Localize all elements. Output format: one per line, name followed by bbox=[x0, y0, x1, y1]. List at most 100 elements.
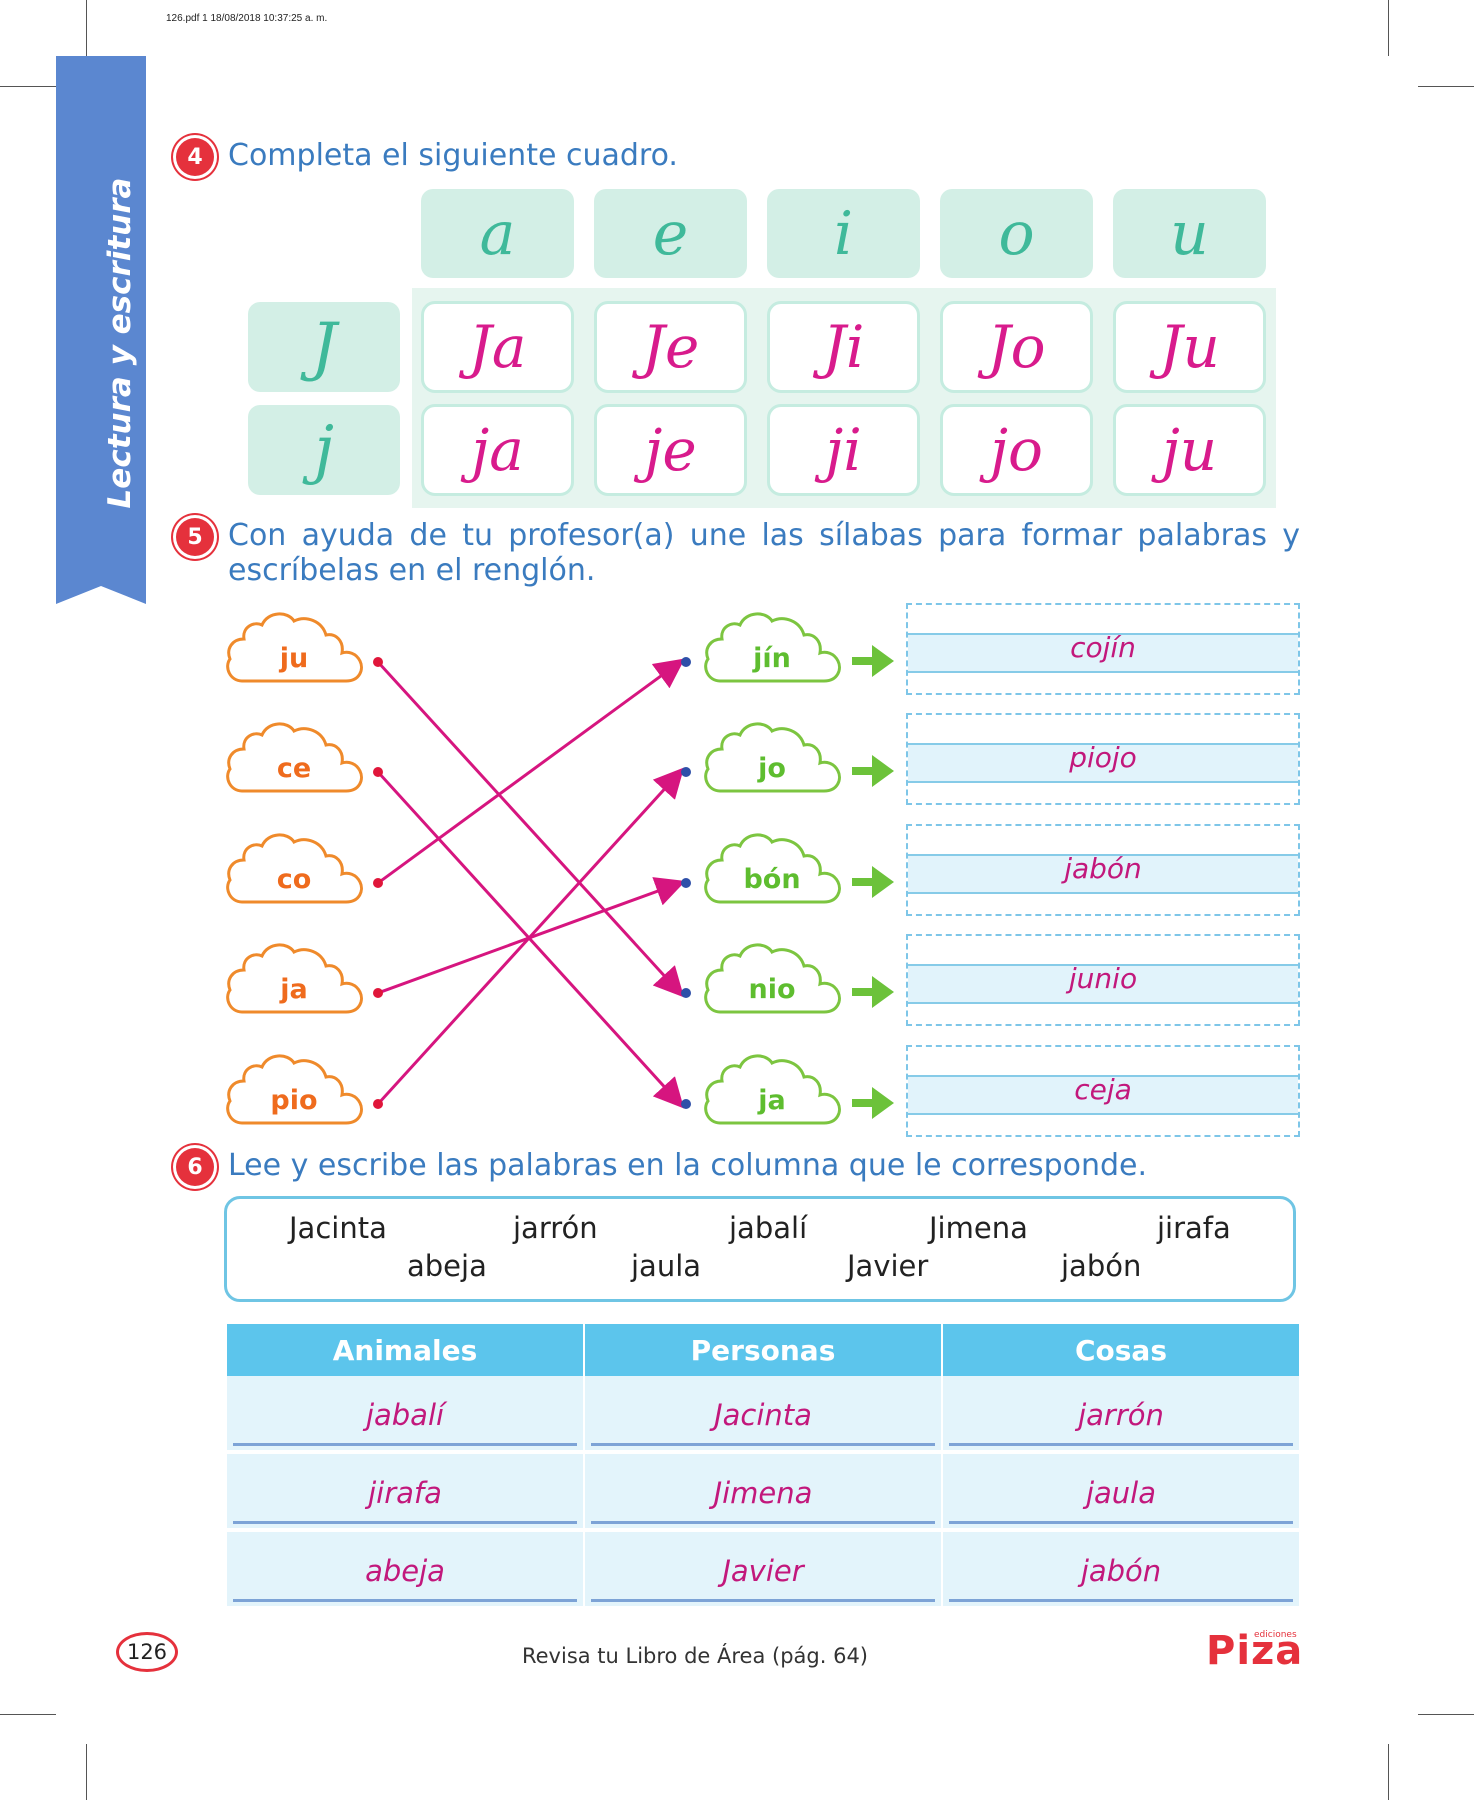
right-syllable-bon: bón bbox=[743, 864, 801, 895]
vowel-header-e: e bbox=[594, 189, 747, 278]
side-tab-notch bbox=[56, 586, 146, 604]
answer-field[interactable]: cojín bbox=[906, 603, 1300, 695]
crop-mark bbox=[1418, 86, 1474, 87]
right-syllable-jin: jín bbox=[753, 643, 791, 674]
exercise-4-instruction: Completa el siguiente cuadro. bbox=[228, 138, 678, 173]
exercise-6-number: 6 bbox=[176, 1148, 214, 1186]
classification-cell[interactable]: jirafa bbox=[227, 1454, 583, 1528]
left-syllable-ja: ja bbox=[280, 974, 308, 1005]
print-header: 126.pdf 1 18/08/2018 10:37:25 a. m. bbox=[166, 13, 328, 24]
exercise-5-instruction-line1: Con ayuda de tu profesor(a) une las síla… bbox=[228, 518, 1300, 553]
answer-line bbox=[908, 743, 1298, 783]
crop-mark bbox=[1388, 0, 1389, 56]
classification-cell[interactable]: jaula bbox=[943, 1454, 1299, 1528]
left-syllable-co: co bbox=[276, 864, 312, 895]
classification-cell[interactable]: Jacinta bbox=[585, 1376, 941, 1450]
crop-mark bbox=[86, 1744, 87, 1800]
crop-mark bbox=[1418, 1714, 1474, 1715]
answer-field[interactable]: jabón bbox=[906, 824, 1300, 916]
syllable-cell[interactable]: Je bbox=[594, 301, 747, 393]
green-arrow-icon bbox=[852, 976, 894, 1008]
syllable-cell[interactable]: ja bbox=[421, 404, 574, 496]
answer-field[interactable]: junio bbox=[906, 934, 1300, 1026]
end-dot bbox=[681, 878, 691, 888]
classification-cell[interactable]: jabón bbox=[943, 1532, 1299, 1606]
crop-mark bbox=[0, 86, 56, 87]
writing-line bbox=[591, 1521, 935, 1524]
answer-field[interactable]: ceja bbox=[906, 1045, 1300, 1137]
syllable-cell[interactable]: Ji bbox=[767, 301, 920, 393]
classified-word: Jimena bbox=[713, 1476, 813, 1510]
word-bank-word: Jimena bbox=[929, 1211, 1028, 1245]
classified-word: jirafa bbox=[368, 1476, 442, 1510]
match-line bbox=[377, 658, 685, 885]
word-bank-word: jarrón bbox=[513, 1211, 598, 1245]
syllable-cell[interactable]: Jo bbox=[940, 301, 1093, 393]
side-tab bbox=[56, 56, 146, 604]
writing-line bbox=[591, 1443, 935, 1446]
answer-line bbox=[908, 1075, 1298, 1115]
syllable-cell[interactable]: ju bbox=[1113, 404, 1266, 496]
end-dot bbox=[681, 1099, 691, 1109]
vowel-header-a: a bbox=[421, 189, 574, 278]
answer-line bbox=[908, 964, 1298, 1004]
word-bank-word: abeja bbox=[407, 1249, 487, 1283]
end-dot bbox=[681, 988, 691, 998]
left-syllable-ce: ce bbox=[276, 753, 312, 784]
green-arrow-icon bbox=[852, 1087, 894, 1119]
green-arrow-icon bbox=[852, 866, 894, 898]
match-line bbox=[376, 660, 685, 998]
word-bank-word: jirafa bbox=[1157, 1211, 1231, 1245]
writing-line bbox=[233, 1599, 577, 1602]
right-syllable-nio: nio bbox=[748, 974, 796, 1005]
exercise-5-number: 5 bbox=[176, 518, 214, 556]
start-dot bbox=[373, 767, 383, 777]
writing-line bbox=[949, 1599, 1293, 1602]
row-header-lowercase-j: j bbox=[248, 405, 400, 495]
exercise-6-instruction: Lee y escribe las palabras en la columna… bbox=[228, 1148, 1148, 1183]
answer-word: piojo bbox=[1069, 741, 1137, 774]
answer-field[interactable]: piojo bbox=[906, 713, 1300, 805]
right-syllable-jo: jo bbox=[758, 753, 786, 784]
word-bank-word: jaula bbox=[631, 1249, 702, 1283]
classified-word: jabalí bbox=[365, 1398, 445, 1432]
word-bank-word: jabón bbox=[1061, 1249, 1142, 1283]
connecting-lines bbox=[373, 657, 691, 1109]
writing-line bbox=[233, 1443, 577, 1446]
syllable-cell[interactable]: ji bbox=[767, 404, 920, 496]
column-header-animales: Animales bbox=[227, 1324, 583, 1376]
left-syllable-ju: ju bbox=[279, 643, 309, 674]
start-dot bbox=[373, 878, 383, 888]
vowel-header-i: i bbox=[767, 189, 920, 278]
answer-word: ceja bbox=[1074, 1073, 1132, 1106]
classification-cell[interactable]: jabalí bbox=[227, 1376, 583, 1450]
end-dot bbox=[681, 767, 691, 777]
writing-line bbox=[591, 1599, 935, 1602]
classification-cell[interactable]: jarrón bbox=[943, 1376, 1299, 1450]
answer-word: jabón bbox=[1064, 852, 1142, 885]
classified-word: jabón bbox=[1080, 1554, 1162, 1588]
classification-cell[interactable]: Javier bbox=[585, 1532, 941, 1606]
exercise-5-instruction-line2: escríbelas en el renglón. bbox=[228, 553, 596, 588]
match-line bbox=[376, 767, 685, 1106]
syllable-cell[interactable]: Ja bbox=[421, 301, 574, 393]
writing-line bbox=[233, 1521, 577, 1524]
syllable-cell[interactable]: je bbox=[594, 404, 747, 496]
vowel-header-u: u bbox=[1113, 189, 1266, 278]
syllable-cell[interactable]: jo bbox=[940, 404, 1093, 496]
exercise-4-number: 4 bbox=[176, 138, 214, 176]
answer-word: cojín bbox=[1070, 631, 1136, 664]
classified-word: Javier bbox=[722, 1554, 804, 1588]
word-bank-word: Jacinta bbox=[289, 1211, 387, 1245]
row-header-uppercase-j: J bbox=[248, 302, 400, 392]
end-dot bbox=[681, 657, 691, 667]
crop-mark bbox=[0, 1714, 56, 1715]
classification-cell[interactable]: Jimena bbox=[585, 1454, 941, 1528]
writing-line bbox=[949, 1443, 1293, 1446]
footer-note: Revisa tu Libro de Área (pág. 64) bbox=[521, 1644, 868, 1668]
column-header-cosas: Cosas bbox=[943, 1324, 1299, 1376]
classified-word: Jacinta bbox=[714, 1398, 812, 1432]
classification-cell[interactable]: abeja bbox=[227, 1532, 583, 1606]
syllable-cell[interactable]: Ju bbox=[1113, 301, 1266, 393]
